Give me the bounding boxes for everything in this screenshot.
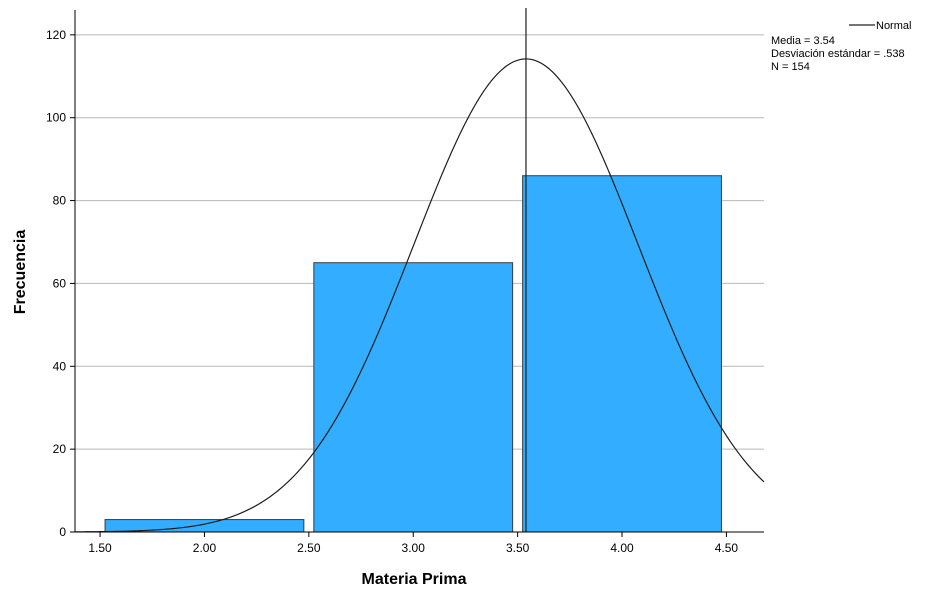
bars — [104, 175, 722, 533]
bar-0 — [104, 519, 305, 533]
legend-stat-mean: Media = 3.54 — [771, 35, 835, 47]
normal-curve-layer — [74, 8, 765, 533]
x-tick-label-0: 1.50 — [88, 541, 112, 555]
x-tick-labels: 1.50 2.00 2.50 3.00 3.50 4.00 4.50 — [88, 532, 738, 555]
y-tick-label-1: 20 — [53, 442, 67, 456]
bar-2 — [522, 175, 722, 533]
normal-curve — [74, 58, 765, 533]
bar-1 — [313, 262, 514, 533]
legend-normal-label: Normal — [876, 20, 911, 32]
x-tick-label-6: 4.50 — [715, 541, 739, 555]
axes — [74, 10, 764, 533]
x-axis-title: Materia Prima — [362, 571, 467, 588]
y-tick-label-6: 120 — [46, 28, 66, 42]
y-tick-label-0: 0 — [59, 525, 66, 539]
x-tick-label-4: 3.50 — [506, 541, 530, 555]
x-tick-label-2: 2.50 — [297, 541, 321, 555]
x-tick-label-1: 2.00 — [193, 541, 217, 555]
legend-stat-std: Desviación estándar = .538 — [771, 48, 905, 60]
y-tick-label-3: 60 — [53, 276, 67, 290]
y-tick-label-4: 80 — [53, 194, 67, 208]
y-tick-label-2: 40 — [53, 359, 67, 373]
legend: Normal Media = 3.54 Desviación estándar … — [771, 20, 911, 73]
legend-stat-n: N = 154 — [771, 61, 810, 73]
y-tick-label-5: 100 — [46, 111, 66, 125]
y-axis-title: Frecuencia — [12, 230, 29, 315]
x-tick-label-5: 4.00 — [610, 541, 634, 555]
y-tick-labels: 0 20 40 60 80 100 120 — [46, 28, 75, 539]
x-tick-label-3: 3.00 — [402, 541, 426, 555]
